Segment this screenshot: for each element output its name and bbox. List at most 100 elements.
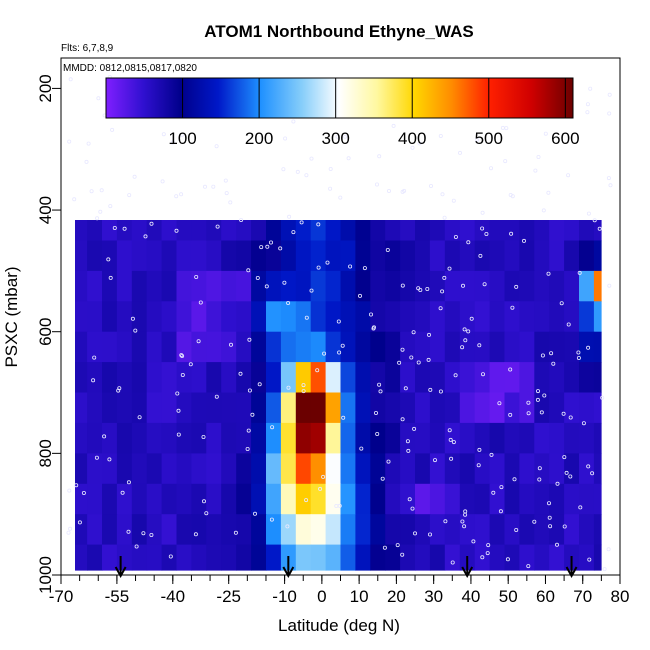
sample-point bbox=[578, 505, 583, 510]
sample-point bbox=[341, 415, 346, 420]
heatmap-cell bbox=[459, 331, 476, 363]
heatmap-cell bbox=[221, 301, 237, 333]
heatmap-cell bbox=[75, 220, 88, 242]
heatmap-cell bbox=[415, 422, 431, 454]
sample-point bbox=[606, 176, 611, 181]
heatmap-cell bbox=[87, 270, 103, 302]
heatmap-cell bbox=[504, 422, 520, 454]
sample-point bbox=[460, 283, 465, 288]
x-tick-label: 60 bbox=[536, 587, 555, 606]
sample-point bbox=[526, 564, 531, 569]
heatmap-cell bbox=[370, 453, 386, 485]
heatmap-cell bbox=[87, 514, 103, 546]
x-tick-label: -55 bbox=[105, 587, 130, 606]
sample-point bbox=[586, 464, 591, 469]
sample-point bbox=[448, 437, 453, 442]
heatmap-cell bbox=[131, 483, 148, 515]
heatmap-cell bbox=[75, 301, 88, 333]
sample-point bbox=[480, 372, 485, 377]
sample-point bbox=[581, 421, 586, 426]
heatmap-cell bbox=[221, 422, 237, 454]
sample-point bbox=[149, 533, 154, 538]
heatmap-cell bbox=[266, 220, 282, 242]
heatmap-cell bbox=[519, 362, 535, 394]
sample-point bbox=[482, 282, 487, 287]
heatmap-cell bbox=[549, 240, 565, 272]
heatmap-cell bbox=[87, 544, 103, 571]
heatmap-cell bbox=[206, 240, 222, 272]
heatmap-cell bbox=[415, 220, 431, 242]
sample-point bbox=[536, 389, 541, 394]
heatmap-cell bbox=[295, 422, 312, 454]
heatmap-cell bbox=[370, 544, 386, 571]
sample-point bbox=[488, 166, 493, 171]
sample-point bbox=[485, 551, 490, 556]
sample-point bbox=[457, 150, 462, 155]
sample-point bbox=[533, 168, 538, 173]
heatmap-cell bbox=[146, 483, 163, 515]
heatmap-cell bbox=[87, 392, 103, 424]
heatmap-cell bbox=[549, 392, 565, 424]
heatmap-cell bbox=[176, 270, 192, 302]
heatmap-cell bbox=[176, 544, 192, 571]
heatmap-cell bbox=[206, 544, 222, 571]
heatmap-cell bbox=[593, 514, 602, 546]
sample-point bbox=[561, 411, 566, 416]
heatmap-cell bbox=[489, 301, 506, 333]
sample-point bbox=[98, 209, 103, 214]
heatmap-cell bbox=[415, 301, 431, 333]
sample-point bbox=[149, 221, 154, 226]
heatmap-cell bbox=[251, 240, 267, 272]
heatmap-cell bbox=[340, 270, 356, 302]
heatmap-cell bbox=[474, 453, 491, 485]
heatmap-cell bbox=[176, 453, 192, 485]
heatmap-cell bbox=[429, 220, 446, 242]
heatmap-cell bbox=[564, 453, 580, 485]
heatmap-cell bbox=[221, 220, 237, 242]
heatmap-cell bbox=[87, 362, 103, 394]
heatmap-cell bbox=[429, 483, 446, 515]
sample-point bbox=[126, 529, 131, 534]
heatmap-cell bbox=[191, 220, 207, 242]
heatmap-cell bbox=[355, 301, 371, 333]
x-axis-label: Latitude (deg N) bbox=[278, 616, 400, 635]
sample-point bbox=[391, 123, 396, 128]
heatmap-cell bbox=[340, 453, 356, 485]
x-tick-label: -40 bbox=[161, 587, 186, 606]
heatmap-cell bbox=[429, 392, 446, 424]
heatmap-cell bbox=[116, 392, 133, 424]
x-tick-label: 30 bbox=[424, 587, 443, 606]
heatmap-cell bbox=[415, 240, 431, 272]
sample-point bbox=[403, 386, 408, 391]
sample-point bbox=[304, 498, 309, 503]
y-tick-label: 400 bbox=[36, 196, 55, 224]
sample-point bbox=[201, 499, 206, 504]
heatmap-cell bbox=[295, 514, 312, 546]
sample-point bbox=[291, 230, 296, 235]
sample-point bbox=[95, 216, 100, 221]
heatmap-cell bbox=[370, 362, 386, 394]
sample-point bbox=[368, 312, 373, 317]
sample-point bbox=[549, 351, 554, 356]
heatmap-cell bbox=[564, 362, 580, 394]
heatmap-cell bbox=[310, 453, 327, 485]
heatmap-cell bbox=[280, 270, 297, 302]
heatmap-cell bbox=[579, 362, 595, 394]
heatmap-cell bbox=[102, 240, 118, 272]
heatmap-cell bbox=[221, 270, 237, 302]
sample-point bbox=[498, 509, 503, 514]
heatmap-cell bbox=[579, 453, 595, 485]
heatmap-cell bbox=[385, 514, 401, 546]
heatmap-cell bbox=[176, 362, 192, 394]
heatmap-cell bbox=[87, 301, 103, 333]
heatmap-cell bbox=[355, 483, 371, 515]
sample-point bbox=[551, 361, 556, 366]
heatmap-cell bbox=[310, 331, 327, 363]
sample-point bbox=[198, 300, 203, 305]
heatmap-cell bbox=[504, 483, 520, 515]
heatmap-cell bbox=[161, 514, 178, 546]
heatmap-cell bbox=[310, 362, 327, 394]
heatmap-cell bbox=[280, 301, 297, 333]
heatmap-cell bbox=[444, 453, 461, 485]
heatmap-cell bbox=[102, 331, 118, 363]
